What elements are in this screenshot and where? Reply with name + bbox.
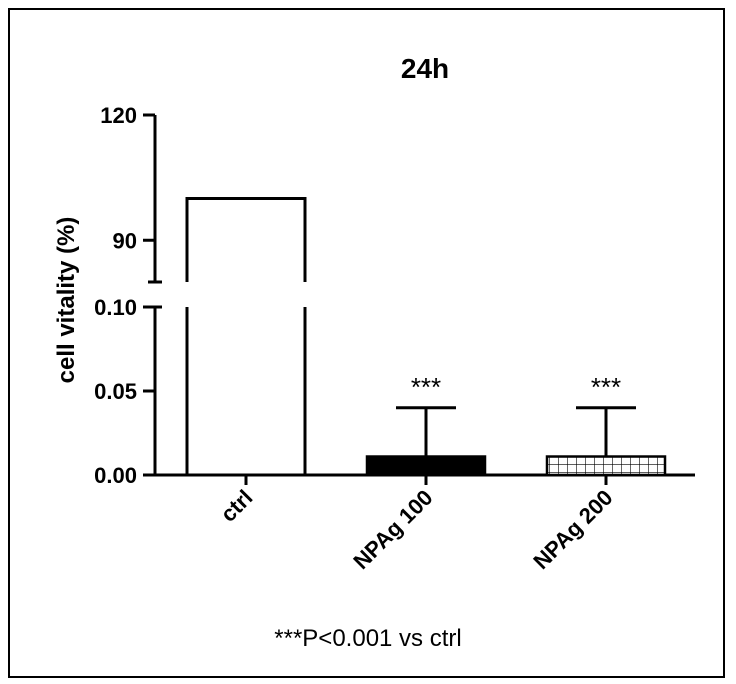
- y-tick-label: 120: [100, 103, 137, 128]
- y-ticks: 0.00 0.05 0.10 90 120: [94, 103, 155, 488]
- significance-marker: ***: [591, 372, 621, 402]
- y-tick-label: 0.10: [94, 295, 137, 320]
- bar-ctrl: [185, 197, 307, 475]
- error-bars: [396, 406, 636, 457]
- significance-marker: ***: [411, 372, 441, 402]
- footnote: ***P<0.001 vs ctrl: [274, 625, 461, 652]
- bar-npag-200: [545, 455, 667, 477]
- y-tick-label: 0.05: [94, 379, 137, 404]
- y-tick-label: 0.00: [94, 463, 137, 488]
- chart-title: 24h: [401, 53, 449, 84]
- annotations: *** ***: [411, 372, 621, 402]
- bars: [185, 197, 667, 477]
- y-axis-label: cell vitality (%): [53, 217, 80, 384]
- figure-border: [8, 8, 725, 678]
- y-tick-label: 90: [113, 228, 137, 253]
- bar-npag-100: [365, 455, 487, 477]
